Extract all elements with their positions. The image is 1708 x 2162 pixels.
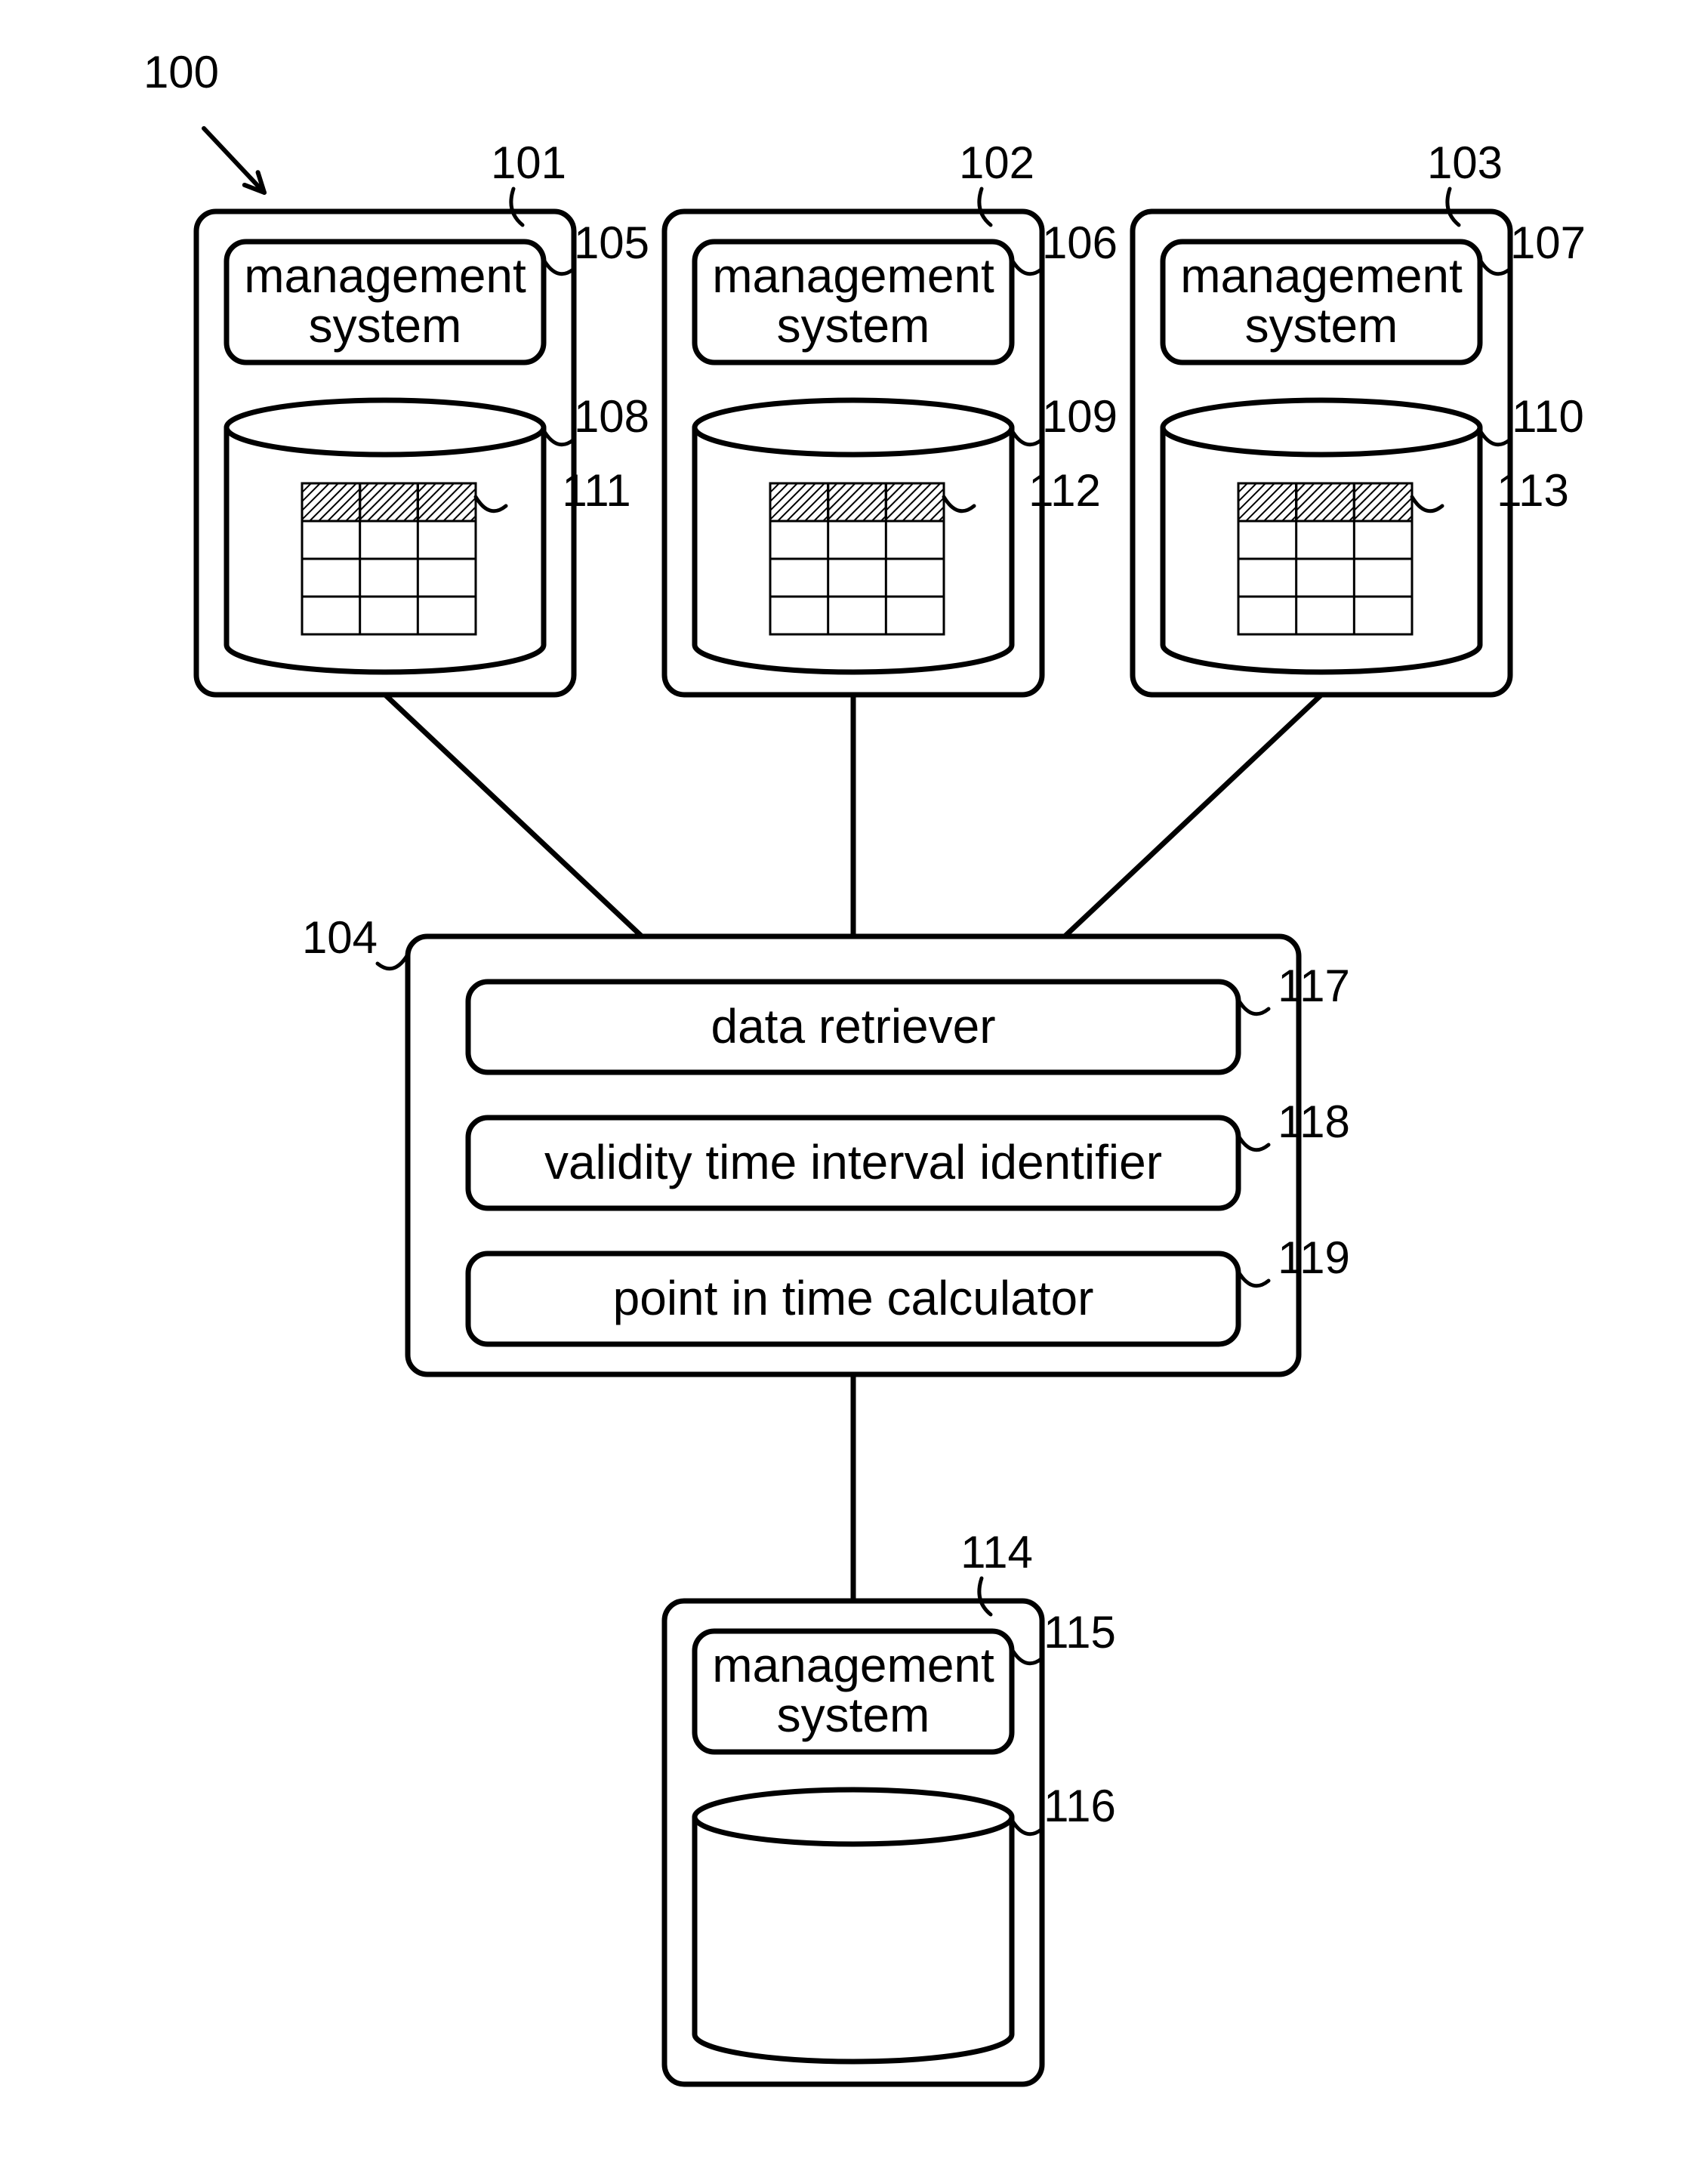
- cyl-1-top: [695, 400, 1012, 455]
- ref-115: 115: [1044, 1607, 1116, 1658]
- bottom-mgmt-l1: management: [712, 1638, 994, 1692]
- ref-118: 118: [1278, 1096, 1350, 1147]
- ref-108-lead: [544, 430, 574, 445]
- ref-107: 107: [1510, 217, 1586, 268]
- ref-103-lead: [1447, 189, 1459, 225]
- ref-107-lead: [1480, 260, 1510, 274]
- ref-119: 119: [1278, 1232, 1350, 1283]
- ref-106: 106: [1042, 217, 1118, 268]
- ref-102-lead: [979, 189, 991, 225]
- mgmt-l1-0: management: [244, 248, 526, 303]
- bottom-mgmt-l2: system: [777, 1688, 930, 1742]
- ref-105: 105: [574, 217, 649, 268]
- mgmt-l2-0: system: [309, 298, 462, 353]
- ref-106-lead: [1012, 260, 1042, 274]
- ref-118-lead: [1238, 1136, 1269, 1150]
- ref-114-lead: [979, 1578, 991, 1615]
- connector-0: [385, 695, 642, 936]
- ref-116: 116: [1044, 1781, 1116, 1831]
- ref-113: 113: [1497, 465, 1569, 516]
- ref-114: 114: [960, 1527, 1033, 1578]
- ref-115-lead: [1012, 1649, 1042, 1664]
- ref-105-lead: [544, 260, 574, 274]
- ref-117: 117: [1278, 961, 1350, 1011]
- ref-113-lead: [1412, 497, 1442, 511]
- ref-101-lead: [511, 189, 523, 225]
- ref-111-lead: [476, 497, 506, 511]
- ref-112: 112: [1028, 465, 1101, 516]
- ref-108: 108: [574, 391, 649, 442]
- cyl-2-top: [1163, 400, 1480, 455]
- ref-102: 102: [959, 137, 1034, 188]
- ref-109: 109: [1042, 391, 1118, 442]
- ref-103: 103: [1427, 137, 1503, 188]
- center-row-label-0: data retriever: [711, 999, 995, 1053]
- bottom-cyl-top: [695, 1790, 1012, 1844]
- ref-116-lead: [1012, 1820, 1042, 1834]
- ref-104-lead: [378, 955, 408, 969]
- ref-119-lead: [1238, 1272, 1269, 1286]
- ref-110: 110: [1512, 391, 1584, 442]
- mgmt-l1-2: management: [1180, 248, 1463, 303]
- ref-110-lead: [1480, 430, 1510, 445]
- center-row-label-1: validity time interval identifier: [544, 1135, 1162, 1189]
- mgmt-l2-2: system: [1245, 298, 1398, 353]
- cyl-0-top: [227, 400, 544, 455]
- ref-112-lead: [944, 497, 974, 511]
- ref-111: 111: [562, 465, 630, 516]
- mgmt-l1-1: management: [712, 248, 994, 303]
- connector-2: [1065, 695, 1321, 936]
- ref-117-lead: [1238, 1000, 1269, 1014]
- ref-101: 101: [491, 137, 566, 188]
- bottom-cyl-body: [695, 1817, 1012, 2062]
- mgmt-l2-1: system: [777, 298, 930, 353]
- figure-ref-100: 100: [143, 47, 219, 97]
- center-row-label-2: point in time calculator: [613, 1271, 1094, 1325]
- figure-arrow: [204, 128, 264, 193]
- ref-104: 104: [302, 912, 378, 963]
- ref-109-lead: [1012, 430, 1042, 445]
